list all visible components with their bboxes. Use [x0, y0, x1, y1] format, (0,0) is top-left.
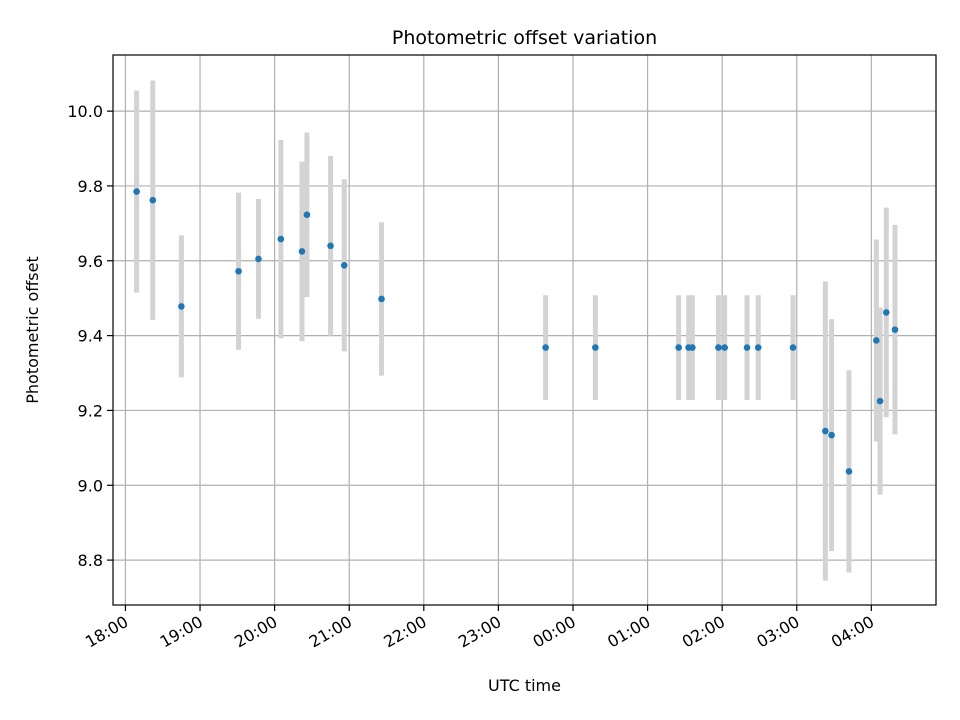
data-point	[592, 344, 599, 351]
x-tick-label: 02:00	[679, 612, 728, 652]
data-point	[882, 309, 890, 316]
data-point	[715, 344, 722, 351]
x-tick-label: 23:00	[455, 612, 504, 652]
data-point	[340, 261, 348, 269]
y-axis-label: Photometric offset	[23, 256, 42, 404]
y-tick-label: 9.8	[78, 177, 103, 196]
y-tick-label: 9.6	[78, 252, 103, 271]
data-point	[133, 188, 140, 195]
x-axis-label: UTC time	[488, 676, 561, 695]
data-point	[876, 397, 884, 405]
x-tick-label: 21:00	[306, 612, 355, 652]
x-tick-label: 22:00	[380, 612, 429, 652]
data-point	[828, 431, 835, 439]
data-point	[743, 344, 751, 351]
data-point	[378, 295, 385, 303]
y-tick-label: 10.0	[67, 102, 103, 121]
data-point	[689, 344, 696, 351]
grid-lines	[113, 55, 936, 605]
data-point	[298, 248, 306, 255]
x-tick-label: 01:00	[604, 612, 653, 652]
data-point	[675, 344, 682, 351]
data-point	[754, 344, 762, 351]
chart-title: Photometric offset variation	[392, 27, 657, 49]
data-point	[255, 255, 262, 263]
data-point	[789, 344, 797, 351]
data-point	[235, 267, 242, 275]
x-tick-label: 19:00	[157, 612, 206, 652]
plot-frame	[112, 54, 937, 606]
data-point	[149, 196, 157, 204]
x-tick-label: 20:00	[231, 612, 280, 652]
data-point	[822, 427, 829, 435]
x-axis-ticks: 18:00 19:00 20:00 21:00 22:00 23:00 00:00 01:00…	[82, 605, 877, 652]
data-point	[891, 326, 899, 333]
data-point	[721, 344, 728, 351]
x-tick-label: 00:00	[530, 612, 579, 652]
data-point	[178, 303, 185, 310]
x-tick-label: 18:00	[82, 612, 131, 652]
y-tick-label: 9.4	[78, 327, 103, 346]
data-point	[327, 242, 334, 250]
data-points	[133, 188, 899, 475]
data-point	[845, 468, 853, 475]
data-point	[542, 344, 549, 351]
y-axis-ticks: 8.8 9.0 9.2 9.4 9.6 9.8 10.0	[67, 102, 113, 570]
y-tick-label: 9.0	[78, 476, 103, 495]
data-point	[277, 235, 285, 243]
x-tick-label: 03:00	[753, 612, 802, 652]
y-tick-label: 9.2	[78, 401, 103, 420]
data-point	[873, 337, 880, 344]
error-bars	[134, 80, 898, 581]
y-tick-label: 8.8	[78, 551, 103, 570]
x-tick-label: 04:00	[828, 612, 877, 652]
data-point	[303, 211, 311, 219]
